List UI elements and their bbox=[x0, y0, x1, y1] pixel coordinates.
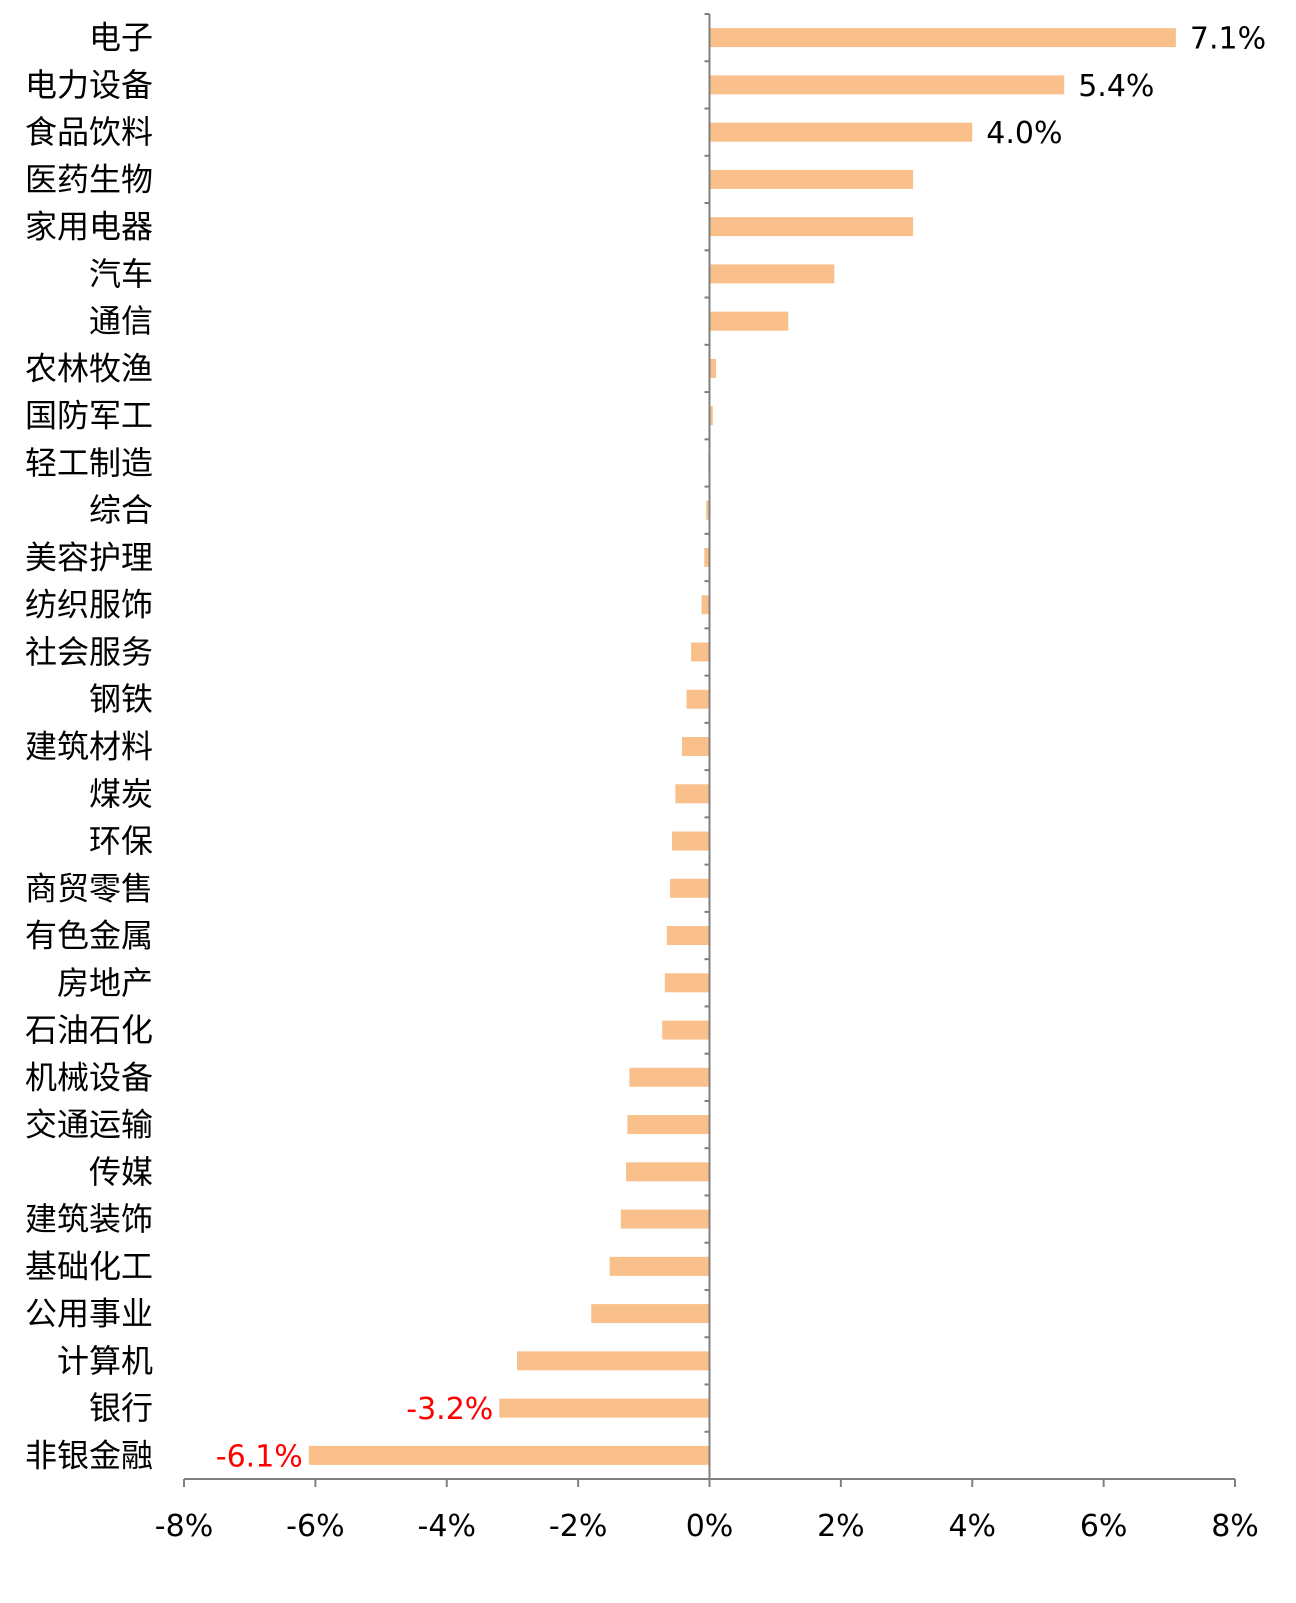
bar-8 bbox=[709, 358, 717, 378]
bar-22 bbox=[662, 1020, 710, 1040]
bar-20 bbox=[666, 926, 710, 946]
category-label: 计算机 bbox=[57, 1342, 153, 1380]
bar-31 bbox=[308, 1445, 710, 1465]
bar-5 bbox=[709, 217, 914, 237]
x-tick-label: 8% bbox=[1211, 1509, 1259, 1544]
bar-23 bbox=[629, 1067, 710, 1087]
category-label: 石油石化 bbox=[25, 1011, 153, 1049]
bar-30 bbox=[499, 1398, 710, 1418]
category-label: 美容护理 bbox=[25, 538, 153, 576]
category-label: 综合 bbox=[89, 491, 153, 529]
category-label: 电子 bbox=[89, 19, 153, 57]
x-tick-label: 0% bbox=[686, 1509, 734, 1544]
axes-layer bbox=[183, 13, 1236, 1487]
bar-21 bbox=[664, 973, 710, 993]
category-label: 有色金属 bbox=[25, 917, 153, 955]
bar-24 bbox=[627, 1115, 710, 1135]
category-label: 汽车 bbox=[89, 255, 153, 293]
bar-1 bbox=[709, 28, 1176, 48]
x-tick-label: -4% bbox=[418, 1509, 476, 1544]
category-label: 钢铁 bbox=[89, 680, 153, 718]
bar-6 bbox=[709, 264, 835, 284]
x-tick-label: 6% bbox=[1080, 1509, 1128, 1544]
category-label: 轻工制造 bbox=[25, 444, 153, 482]
category-label: 房地产 bbox=[57, 964, 153, 1002]
x-tick-label: -6% bbox=[286, 1509, 344, 1544]
data-label: 4.0% bbox=[986, 116, 1062, 151]
category-label: 机械设备 bbox=[25, 1058, 153, 1096]
bar-17 bbox=[675, 784, 710, 804]
bar-27 bbox=[609, 1256, 710, 1276]
bar-29 bbox=[517, 1351, 710, 1371]
category-label: 传媒 bbox=[89, 1153, 153, 1191]
bar-28 bbox=[591, 1304, 710, 1324]
category-label: 交通运输 bbox=[25, 1106, 153, 1144]
category-label: 公用事业 bbox=[25, 1295, 153, 1333]
category-label: 家用电器 bbox=[25, 208, 153, 246]
category-label: 煤炭 bbox=[89, 775, 153, 813]
category-label: 医药生物 bbox=[25, 160, 153, 198]
x-tick-label: 4% bbox=[948, 1509, 996, 1544]
x-tick-label: 2% bbox=[817, 1509, 865, 1544]
data-label: -6.1% bbox=[216, 1439, 303, 1474]
category-label: 银行 bbox=[89, 1389, 153, 1427]
bar-11 bbox=[706, 500, 710, 520]
category-label: 非银金融 bbox=[25, 1436, 153, 1474]
bar-18 bbox=[672, 831, 710, 851]
bar-9 bbox=[709, 406, 713, 426]
bar-4 bbox=[709, 169, 914, 189]
category-label: 社会服务 bbox=[25, 633, 153, 671]
bar-15 bbox=[686, 689, 710, 709]
bar-7 bbox=[709, 311, 789, 331]
bar-19 bbox=[670, 878, 710, 898]
category-label: 食品饮料 bbox=[25, 113, 153, 151]
bar-2 bbox=[709, 75, 1065, 95]
x-tick-label: -8% bbox=[155, 1509, 213, 1544]
data-label: 5.4% bbox=[1078, 69, 1154, 104]
category-label: 建筑材料 bbox=[25, 728, 153, 766]
category-label: 农林牧渔 bbox=[25, 349, 153, 387]
bar-3 bbox=[709, 122, 973, 142]
category-label: 通信 bbox=[89, 302, 153, 340]
category-label: 纺织服饰 bbox=[25, 586, 153, 624]
category-label: 国防军工 bbox=[25, 397, 153, 435]
data-label: -3.2% bbox=[406, 1392, 493, 1427]
bar-26 bbox=[620, 1209, 710, 1229]
bar-16 bbox=[681, 737, 710, 756]
bar-14 bbox=[691, 642, 710, 662]
bars-layer bbox=[308, 28, 1176, 1465]
data-label: 7.1% bbox=[1190, 22, 1266, 57]
labels-layer: 电子电力设备食品饮料医药生物家用电器汽车通信农林牧渔国防军工轻工制造综合美容护理… bbox=[25, 19, 1266, 1544]
bar-12 bbox=[704, 547, 710, 567]
bar-25 bbox=[626, 1162, 710, 1182]
category-label: 商贸零售 bbox=[25, 869, 153, 907]
category-label: 电力设备 bbox=[25, 66, 153, 104]
category-label: 基础化工 bbox=[25, 1247, 153, 1285]
bar-13 bbox=[701, 595, 710, 615]
category-label: 环保 bbox=[89, 822, 153, 860]
category-label: 建筑装饰 bbox=[25, 1200, 153, 1238]
x-tick-label: -2% bbox=[549, 1509, 607, 1544]
